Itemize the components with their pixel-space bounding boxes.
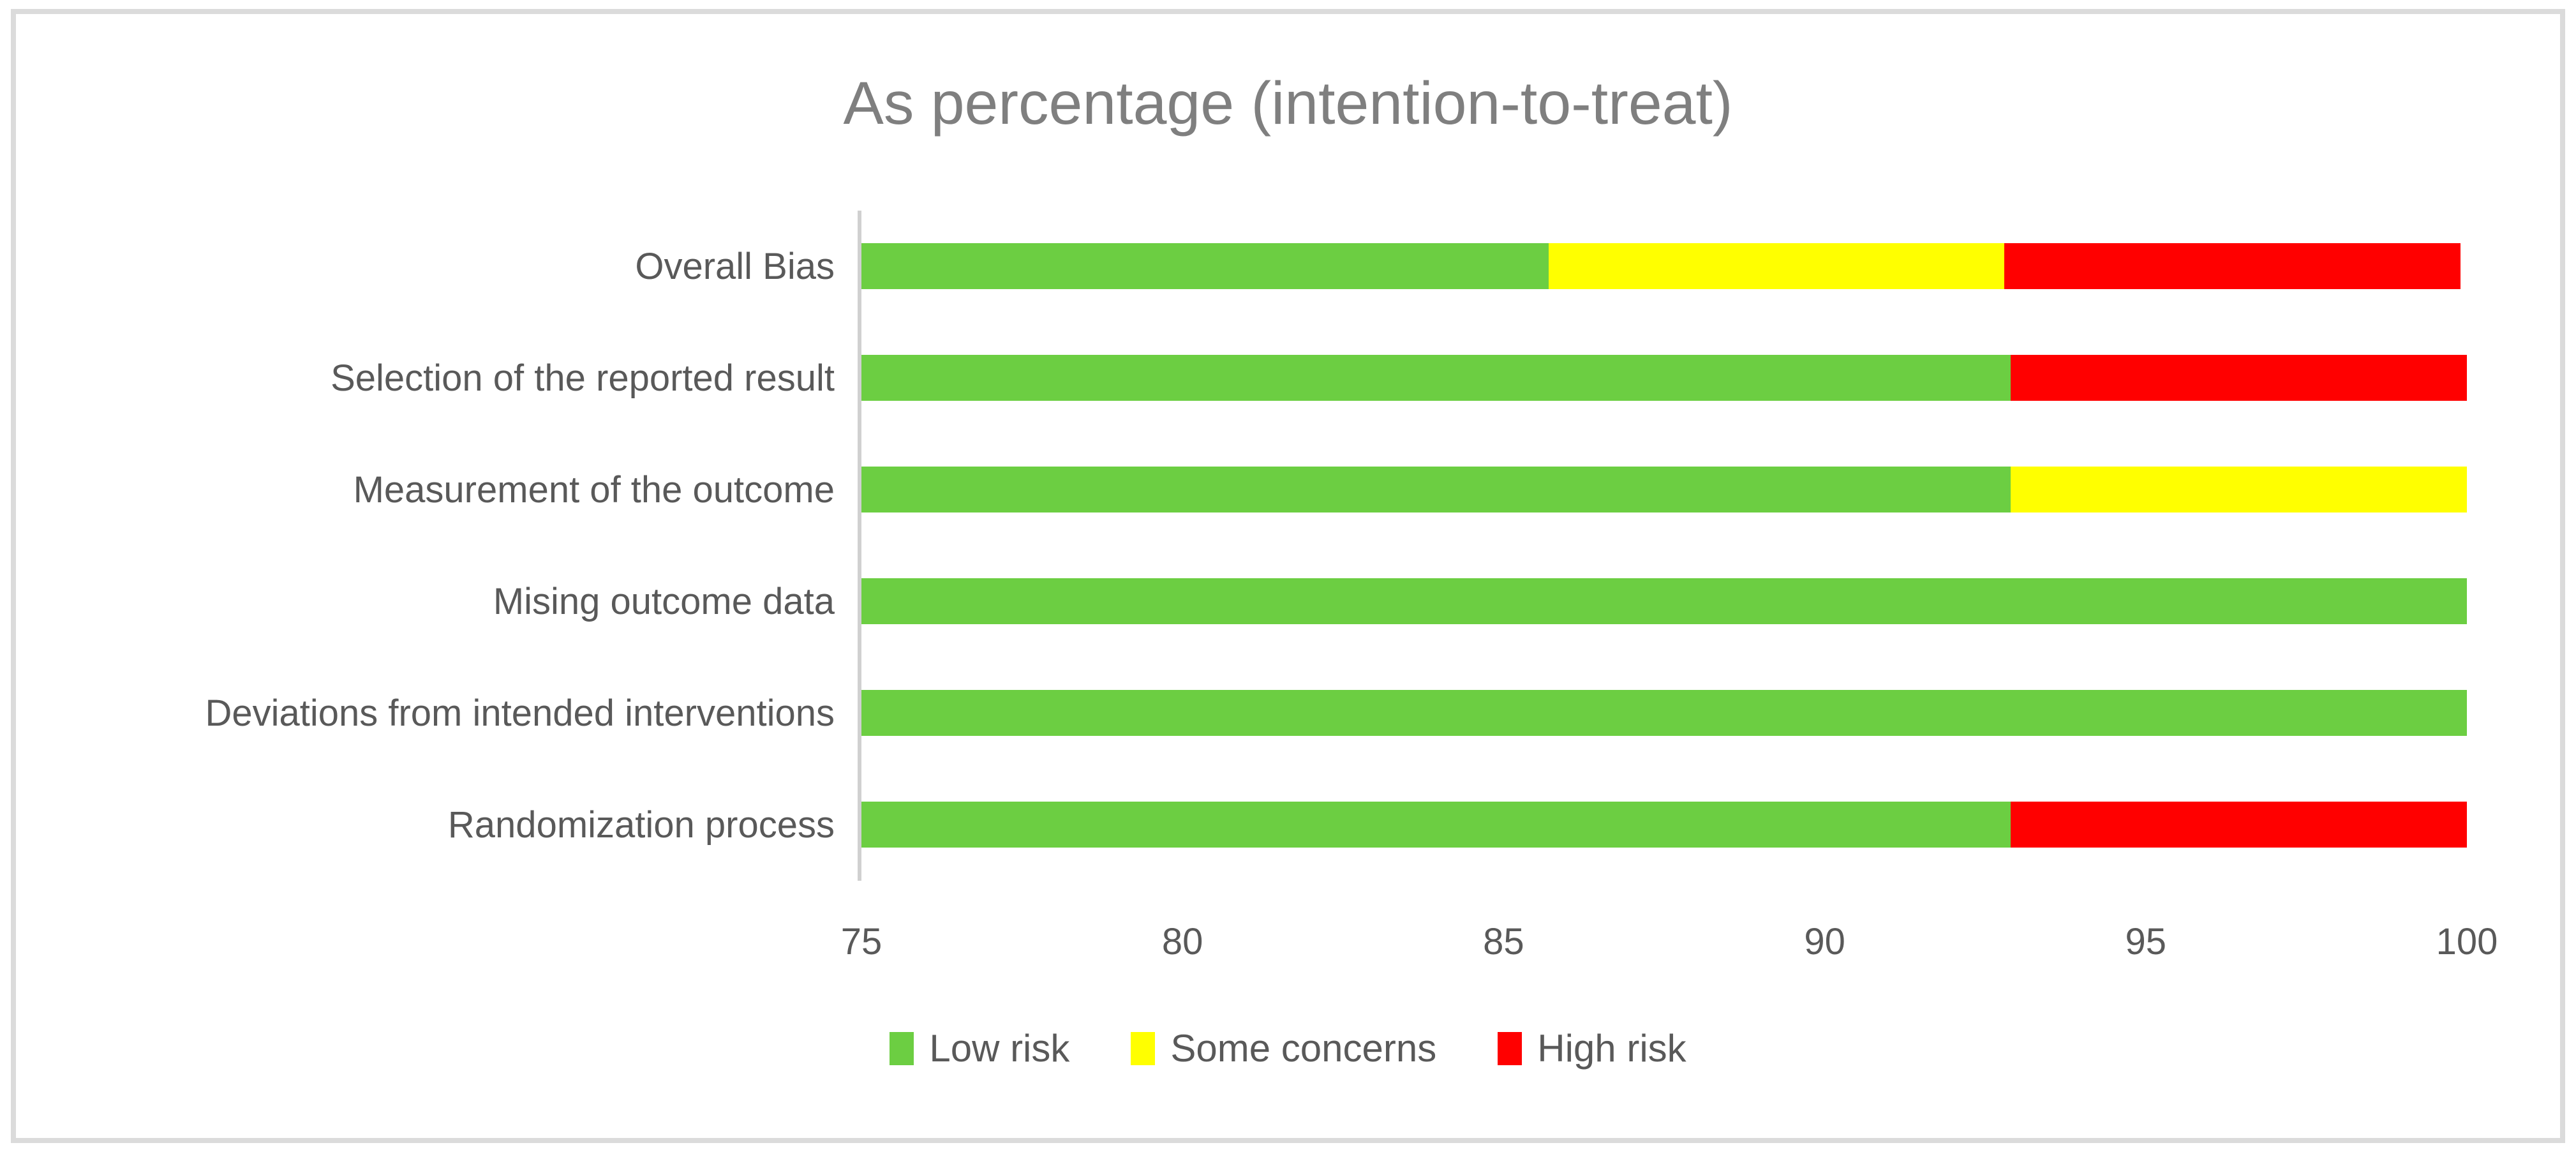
- bar-track: [861, 690, 2467, 736]
- bar-track: [861, 802, 2467, 848]
- bar-segment-some-concerns: [2011, 467, 2467, 512]
- category-label: Selection of the reported result: [331, 357, 835, 399]
- category-label: Mising outcome data: [493, 581, 835, 622]
- plot-area: Overall Bias Selection of the reported r…: [205, 211, 2467, 881]
- bar-segment-high-risk: [2004, 243, 2461, 289]
- legend-item-label: Some concerns: [1170, 1027, 1437, 1070]
- x-axis-tick-label: 100: [2436, 921, 2498, 962]
- legend-swatch: [1498, 1031, 1523, 1065]
- bar-segment-low-risk: [861, 802, 2011, 848]
- bar-row: Deviations from intended interventions: [205, 657, 2467, 769]
- x-axis-tick-label: 75: [840, 921, 882, 962]
- category-label: Measurement of the outcome: [353, 469, 835, 511]
- bar-segment-low-risk: [861, 578, 2467, 624]
- legend-item-label: High risk: [1537, 1027, 1686, 1070]
- y-axis-line: [858, 211, 861, 881]
- x-axis-tick-label: 95: [2125, 921, 2167, 962]
- category-label: Randomization process: [447, 804, 835, 846]
- legend-item-low-risk: Low risk: [890, 1026, 1069, 1070]
- legend-item-some-concerns: Some concerns: [1131, 1026, 1436, 1070]
- bar-track: [861, 243, 2467, 289]
- legend-item-label: Low risk: [929, 1027, 1070, 1070]
- category-label: Deviations from intended interventions: [205, 692, 835, 734]
- x-axis-tick-labels: 75 80 85 90 95 100: [841, 920, 2498, 978]
- legend: Low risk Some concerns High risk: [0, 1026, 2576, 1070]
- bar-row: Overall Bias: [635, 211, 2467, 322]
- bar-row: Mising outcome data: [493, 546, 2467, 657]
- x-axis-tick-label: 85: [1483, 921, 1524, 962]
- chart-frame-border: [11, 9, 2565, 1143]
- bar-segment-low-risk: [861, 690, 2467, 736]
- chart-title: As percentage (intention-to-treat): [843, 70, 1733, 137]
- bar-segment-low-risk: [861, 355, 2011, 401]
- bar-segment-high-risk: [2011, 802, 2467, 848]
- bar-track: [861, 578, 2467, 624]
- bar-segment-some-concerns: [1548, 243, 2005, 289]
- bar-row: Selection of the reported result: [331, 322, 2467, 434]
- bar-row: Randomization process: [448, 769, 2467, 881]
- category-label: Overall Bias: [635, 246, 835, 287]
- x-axis-tick-label: 90: [1804, 921, 1845, 962]
- x-axis-tick-label: 80: [1161, 921, 1203, 962]
- legend-item-high-risk: High risk: [1498, 1026, 1686, 1070]
- bar-segment-high-risk: [2011, 355, 2467, 401]
- bar-segment-low-risk: [861, 243, 1549, 289]
- bar-segment-low-risk: [861, 467, 2011, 512]
- bar-track: [861, 467, 2467, 512]
- bar-row: Measurement of the outcome: [354, 434, 2467, 546]
- bar-track: [861, 355, 2467, 401]
- legend-swatch: [1131, 1031, 1156, 1065]
- legend-swatch: [890, 1031, 914, 1065]
